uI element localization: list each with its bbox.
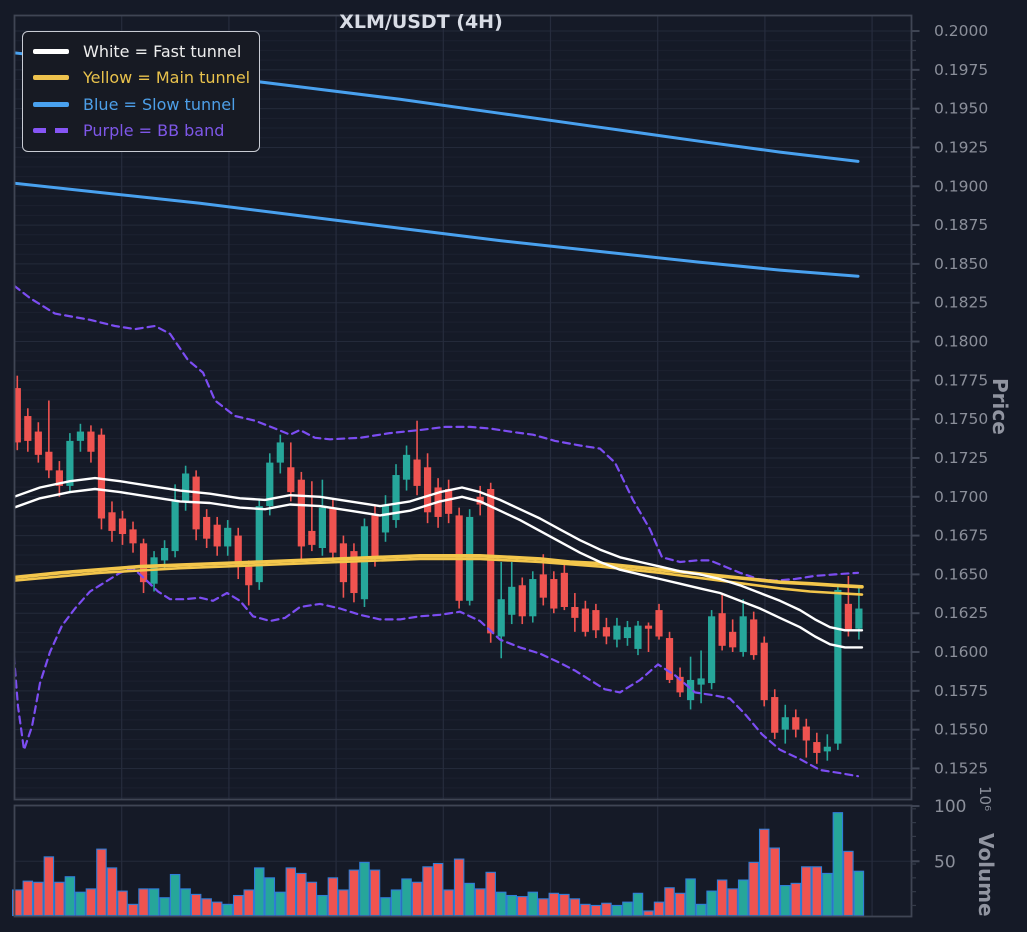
svg-text:100: 100 [934,797,966,817]
svg-text:0.1950: 0.1950 [934,100,988,118]
main-tunnel-line-icon [33,75,69,81]
legend-label: Blue = Slow tunnel [83,94,236,114]
svg-text:0.1650: 0.1650 [934,565,988,583]
svg-text:0.1850: 0.1850 [934,255,988,273]
legend-item-bb-band: Purple = BB band [33,118,249,145]
svg-text:0.1525: 0.1525 [934,759,988,777]
svg-text:0.1900: 0.1900 [934,177,988,195]
chart-title: XLM/USDT (4H) [339,11,503,33]
svg-text:0.1975: 0.1975 [934,61,988,79]
legend-item-fast-tunnel: White = Fast tunnel [33,38,249,65]
legend-label: Purple = BB band [83,121,225,141]
fast-tunnel-line-icon [33,48,69,54]
svg-text:0.1875: 0.1875 [934,216,988,234]
svg-text:0.1600: 0.1600 [934,643,988,661]
svg-text:0.1675: 0.1675 [934,527,988,545]
legend-label: Yellow = Main tunnel [83,68,251,88]
bb-band-dashed-line-icon [33,128,69,134]
svg-text:0.1700: 0.1700 [934,488,988,506]
svg-text:0.2000: 0.2000 [934,22,988,40]
svg-text:0.1550: 0.1550 [934,721,988,739]
legend-item-main-tunnel: Yellow = Main tunnel [33,65,251,92]
svg-text:0.1750: 0.1750 [934,410,988,428]
price-axis-title: Price [988,378,1012,435]
svg-text:0.1575: 0.1575 [934,682,988,700]
volume-axis-title: Volume [974,833,998,917]
slow-tunnel-line-icon [33,101,69,107]
svg-text:0.1775: 0.1775 [934,371,988,389]
svg-text:0.1925: 0.1925 [934,138,988,156]
svg-text:0.1825: 0.1825 [934,294,988,312]
svg-text:0.1800: 0.1800 [934,333,988,351]
legend-box: White = Fast tunnel Yellow = Main tunnel… [22,31,260,152]
svg-text:0.1725: 0.1725 [934,449,988,467]
svg-text:50: 50 [934,852,956,872]
legend-item-slow-tunnel: Blue = Slow tunnel [33,91,249,118]
volume-axis-multiplier: 10⁶ [976,786,994,812]
legend-label: White = Fast tunnel [83,41,242,61]
svg-text:0.1625: 0.1625 [934,604,988,622]
